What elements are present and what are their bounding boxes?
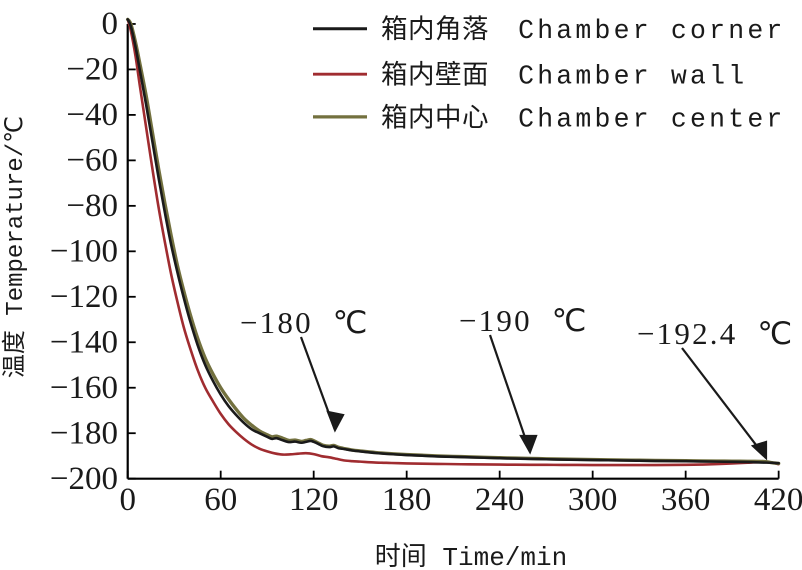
svg-text:−190 ℃: −190 ℃ <box>459 303 589 338</box>
svg-text:−180: −180 <box>50 416 118 452</box>
svg-text:−140: −140 <box>50 325 118 361</box>
svg-text:−100: −100 <box>50 234 118 270</box>
svg-text:420: 420 <box>754 482 802 518</box>
svg-text:−60: −60 <box>66 143 118 179</box>
svg-text:时间 Time/min: 时间 Time/min <box>375 542 567 570</box>
svg-text:−192.4 ℃: −192.4 ℃ <box>637 316 794 351</box>
svg-text:300: 300 <box>568 482 618 518</box>
svg-text:−20: −20 <box>66 52 118 88</box>
svg-text:−120: −120 <box>50 279 118 315</box>
svg-text:−40: −40 <box>66 97 118 133</box>
svg-text:0: 0 <box>102 6 119 42</box>
svg-text:−200: −200 <box>50 461 118 497</box>
svg-text:180: 180 <box>382 482 432 518</box>
svg-text:0: 0 <box>119 482 136 518</box>
svg-text:−80: −80 <box>66 188 118 224</box>
svg-text:60: 60 <box>204 482 237 518</box>
svg-text:240: 240 <box>475 482 525 518</box>
svg-text:−180 ℃: −180 ℃ <box>240 305 370 340</box>
svg-text:箱内壁面 Chamber wall: 箱内壁面 Chamber wall <box>381 61 747 92</box>
svg-text:温度 Temperature/℃: 温度 Temperature/℃ <box>1 116 30 378</box>
svg-text:箱内角落 Chamber corner: 箱内角落 Chamber corner <box>381 15 786 46</box>
svg-text:360: 360 <box>661 482 711 518</box>
svg-text:−160: −160 <box>50 370 118 406</box>
svg-text:箱内中心 Chamber center: 箱内中心 Chamber center <box>381 104 786 135</box>
svg-text:120: 120 <box>289 482 339 518</box>
